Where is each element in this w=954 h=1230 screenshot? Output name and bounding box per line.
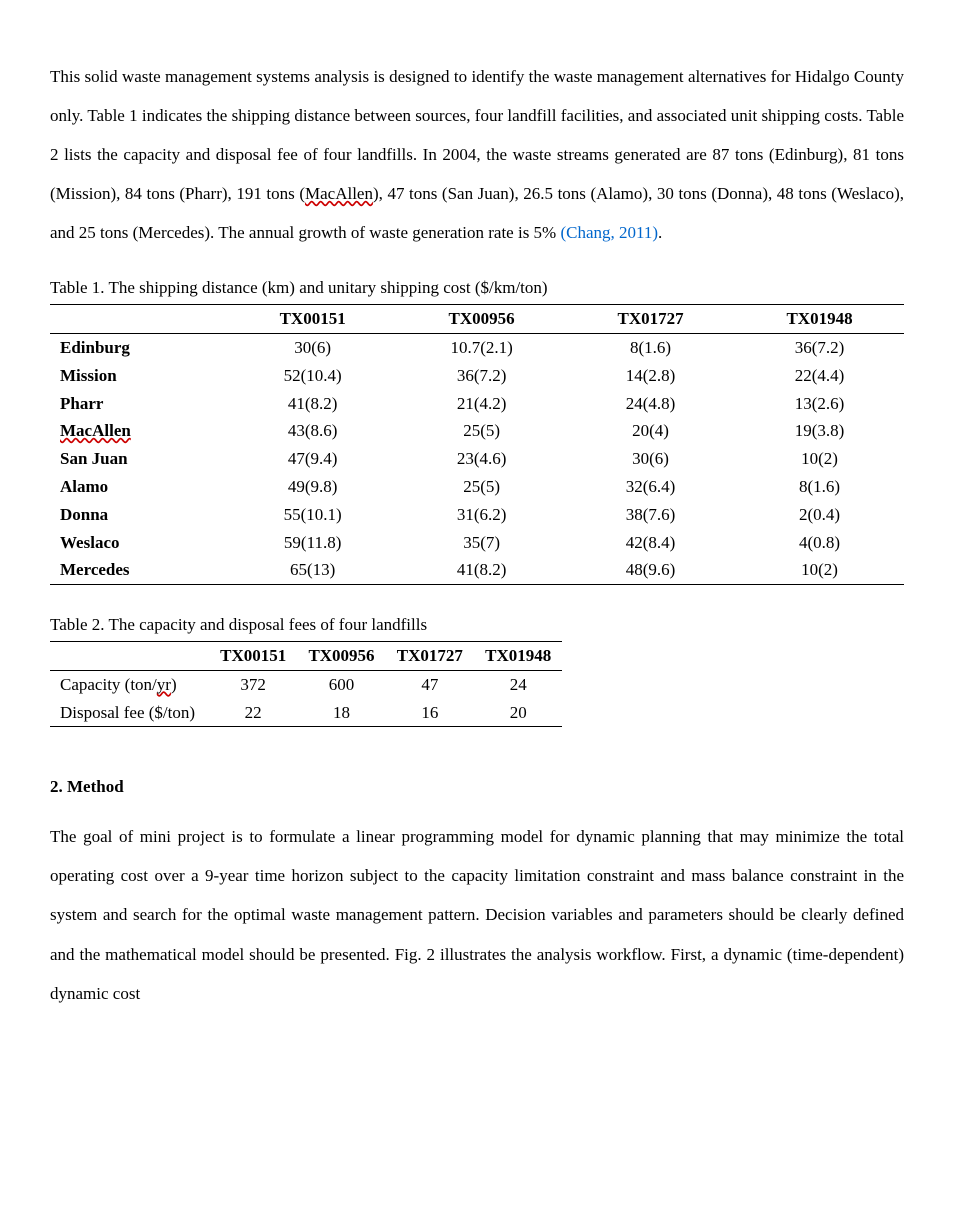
table1-cell: 36(7.2) (397, 362, 566, 390)
table-row: San Juan47(9.4)23(4.6)30(6)10(2) (50, 445, 904, 473)
table1-cell: 35(7) (397, 529, 566, 557)
table1-cell: 24(4.8) (566, 390, 735, 418)
table1-row-label: San Juan (50, 445, 228, 473)
citation-chang: (Chang, 2011) (560, 223, 658, 242)
table1-header-row: TX00151 TX00956 TX01727 TX01948 (50, 305, 904, 334)
table1-cell: 2(0.4) (735, 501, 904, 529)
table2-cell: 372 (209, 670, 297, 698)
table-row: Alamo49(9.8)25(5)32(6.4)8(1.6) (50, 473, 904, 501)
table1-cell: 59(11.8) (228, 529, 397, 557)
table1-row-label: Alamo (50, 473, 228, 501)
table2-col-blank (50, 642, 209, 671)
table1-row-label: Pharr (50, 390, 228, 418)
table1-row-label: Mission (50, 362, 228, 390)
table-row: Mercedes65(13)41(8.2)48(9.6)10(2) (50, 556, 904, 584)
table2-cell: 24 (474, 670, 562, 698)
table2-row-label: Disposal fee ($/ton) (50, 699, 209, 727)
table-row: Disposal fee ($/ton)22181620 (50, 699, 562, 727)
table-row: Capacity (ton/yr)3726004724 (50, 670, 562, 698)
table2-caption: Table 2. The capacity and disposal fees … (50, 613, 904, 637)
section2-paragraph: The goal of mini project is to formulate… (50, 817, 904, 1012)
table1-cell: 10(2) (735, 445, 904, 473)
table1-col-blank (50, 305, 228, 334)
table1-row-label: Weslaco (50, 529, 228, 557)
table2-col-1: TX00151 (209, 642, 297, 671)
table2-cell: 18 (297, 699, 385, 727)
table2-header-row: TX00151 TX00956 TX01727 TX01948 (50, 642, 562, 671)
table1-cell: 20(4) (566, 417, 735, 445)
table1-cell: 30(6) (566, 445, 735, 473)
table1-col-3: TX01727 (566, 305, 735, 334)
table1-cell: 10(2) (735, 556, 904, 584)
table2-col-4: TX01948 (474, 642, 562, 671)
table1-row-label: Edinburg (50, 334, 228, 362)
table2: TX00151 TX00956 TX01727 TX01948 Capacity… (50, 641, 562, 727)
table1-row-label: Donna (50, 501, 228, 529)
table1-col-1: TX00151 (228, 305, 397, 334)
table1-cell: 52(10.4) (228, 362, 397, 390)
table1-cell: 55(10.1) (228, 501, 397, 529)
table2-col-3: TX01727 (386, 642, 474, 671)
table1-cell: 25(5) (397, 473, 566, 501)
table1-cell: 65(13) (228, 556, 397, 584)
table1-cell: 31(6.2) (397, 501, 566, 529)
table-row: MacAllen43(8.6)25(5)20(4)19(3.8) (50, 417, 904, 445)
table2-row-label: Capacity (ton/yr) (50, 670, 209, 698)
table2-cell: 47 (386, 670, 474, 698)
table1-cell: 43(8.6) (228, 417, 397, 445)
table1-cell: 13(2.6) (735, 390, 904, 418)
macallen-text: MacAllen (305, 184, 373, 203)
table1-cell: 49(9.8) (228, 473, 397, 501)
table1-cell: 14(2.8) (566, 362, 735, 390)
table1-cell: 30(6) (228, 334, 397, 362)
table1-cell: 23(4.6) (397, 445, 566, 473)
intro-paragraph: This solid waste management systems anal… (50, 57, 904, 252)
table1-cell: 47(9.4) (228, 445, 397, 473)
table1-col-4: TX01948 (735, 305, 904, 334)
table-row: Edinburg30(6)10.7(2.1)8(1.6)36(7.2) (50, 334, 904, 362)
table1-cell: 42(8.4) (566, 529, 735, 557)
table1-cell: 41(8.2) (228, 390, 397, 418)
table-row: Mission52(10.4)36(7.2)14(2.8)22(4.4) (50, 362, 904, 390)
table1-cell: 22(4.4) (735, 362, 904, 390)
table1-cell: 48(9.6) (566, 556, 735, 584)
table1-cell: 10.7(2.1) (397, 334, 566, 362)
table-row: Pharr41(8.2)21(4.2)24(4.8)13(2.6) (50, 390, 904, 418)
table-row: Weslaco59(11.8)35(7)42(8.4)4(0.8) (50, 529, 904, 557)
table2-cell: 22 (209, 699, 297, 727)
table1-cell: 32(6.4) (566, 473, 735, 501)
table2-cell: 16 (386, 699, 474, 727)
table2-col-2: TX00956 (297, 642, 385, 671)
intro-text-pre: This solid waste management systems anal… (50, 67, 904, 203)
table1-cell: 41(8.2) (397, 556, 566, 584)
table1-col-2: TX00956 (397, 305, 566, 334)
table1-cell: 19(3.8) (735, 417, 904, 445)
table1-row-label: MacAllen (50, 417, 228, 445)
table1-row-label: Mercedes (50, 556, 228, 584)
table2-cell: 600 (297, 670, 385, 698)
table1-cell: 4(0.8) (735, 529, 904, 557)
table1-cell: 8(1.6) (566, 334, 735, 362)
table1: TX00151 TX00956 TX01727 TX01948 Edinburg… (50, 304, 904, 585)
table1-cell: 25(5) (397, 417, 566, 445)
section2-heading: 2. Method (50, 775, 904, 799)
table1-cell: 8(1.6) (735, 473, 904, 501)
intro-text-post: . (658, 223, 662, 242)
table1-cell: 38(7.6) (566, 501, 735, 529)
table-row: Donna55(10.1)31(6.2)38(7.6)2(0.4) (50, 501, 904, 529)
table1-cell: 21(4.2) (397, 390, 566, 418)
table1-cell: 36(7.2) (735, 334, 904, 362)
table2-cell: 20 (474, 699, 562, 727)
table1-caption: Table 1. The shipping distance (km) and … (50, 276, 904, 300)
